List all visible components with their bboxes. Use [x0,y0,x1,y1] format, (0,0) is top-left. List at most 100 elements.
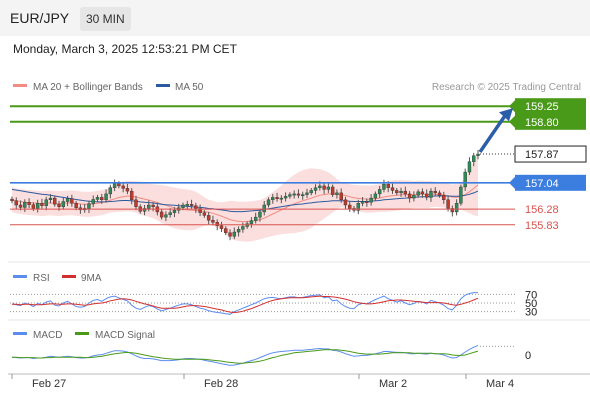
current-price-box [514,145,587,163]
current-price-label: 157.87 [525,149,559,161]
candle-body [31,204,36,209]
ma9-legend-label: 9MA [81,273,102,284]
rsi-level-label: 30 [525,307,537,319]
candle-body [330,186,335,195]
candle-body [348,204,352,209]
candle-body [313,187,318,191]
candle-body [87,203,91,209]
price-levels: 159.25 158.80 157.87 157.04 156.28 155.83 [10,98,587,232]
candle-body [65,198,70,202]
copyright-label: Research © 2025 Trading Central [432,82,581,93]
rsi-legend-label: RSI [33,273,50,284]
candle-body [382,183,386,190]
candle-body [236,229,241,233]
candle-body [241,226,245,230]
candle-body [472,155,476,162]
level-box-157.04 [515,174,586,191]
candle-body [322,185,326,190]
candle-body [164,214,168,218]
x-tick-label: Feb 28 [204,378,238,390]
target-arrow-shaft [478,113,508,154]
candle-body [399,190,403,194]
candle-body [262,204,266,213]
candle-body [117,183,121,187]
rsi-level-label: 70 [525,289,537,301]
level-label-157.04: 157.04 [525,178,559,190]
candle-body [95,197,100,200]
chart-datetime: Monday, March 3, 2025 12:53:21 PM CET [13,42,237,56]
candle-body [74,203,78,208]
level-pointer-159.25 [509,100,515,113]
price-panel [10,150,480,242]
candle-body [104,193,108,200]
macd-signal-legend-label: MACD Signal [95,330,155,341]
candle-body [91,199,95,204]
x-axis: Feb 27 Feb 28 Mar 2 Mar 4 [11,374,514,390]
candle-body [339,192,343,201]
candle-body [369,197,373,203]
level-box-158.80 [515,113,586,130]
candle-body [288,194,292,197]
candle-body [266,199,271,206]
candle-body [412,195,416,199]
candle-body [168,212,172,215]
candle-body [279,197,284,200]
candle-body [70,198,74,204]
candle-body [309,190,313,194]
ma50-legend-swatch [156,84,170,87]
candle-body [318,185,322,188]
candle-body [202,212,207,216]
candle-body [215,222,219,226]
macd-legend-swatch [13,332,27,335]
candle-body [296,193,301,196]
candle-body [450,208,455,213]
candle-body [442,195,446,201]
candle-body [23,202,27,208]
currency-pair-title: EUR/JPY [10,10,70,26]
candle-body [228,232,232,237]
candle-body [454,203,459,213]
candle-body [343,199,348,206]
candle-body [206,215,211,221]
timeframe-button[interactable]: 30 MIN [80,7,131,31]
candle-body [365,201,369,203]
x-tick-label: Feb 27 [32,378,66,390]
candle-body [356,203,360,211]
candle-body [211,220,215,223]
level-label-156.28: 156.28 [525,204,559,216]
candle-body [185,204,189,206]
candle-body [57,204,61,207]
candle-body [386,183,390,188]
candle-body [100,197,104,201]
candle-body [48,197,53,200]
candle-body [446,199,450,209]
candle-body [275,197,279,199]
candle-body [283,196,288,199]
level-label-155.83: 155.83 [525,220,559,232]
candle-body [433,190,437,194]
header-bar: EUR/JPY 30 MIN [0,0,590,36]
rsi-legend-swatch [13,275,27,278]
candle-body [18,204,23,208]
candle-body [53,197,57,205]
candle-body [27,202,31,205]
rsi-line [11,292,478,315]
candle-body [35,203,40,209]
ma9-legend-swatch [62,275,76,278]
candle-body [429,190,433,198]
candle-body [147,204,151,209]
candle-body [189,204,194,206]
candle-body [181,204,185,208]
candle-body [198,208,202,213]
ma50-legend-label: MA 50 [175,82,204,93]
candle-body [232,231,237,237]
macd-legend-label: MACD [33,330,62,341]
candle-body [463,171,467,188]
candle-body [305,192,309,195]
candle-body [130,190,134,200]
level-pointer-158.80 [509,115,515,128]
candle-body [271,197,275,201]
candle-body [326,186,331,190]
